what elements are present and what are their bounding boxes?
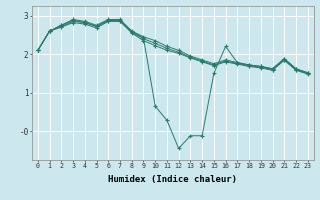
X-axis label: Humidex (Indice chaleur): Humidex (Indice chaleur) (108, 175, 237, 184)
